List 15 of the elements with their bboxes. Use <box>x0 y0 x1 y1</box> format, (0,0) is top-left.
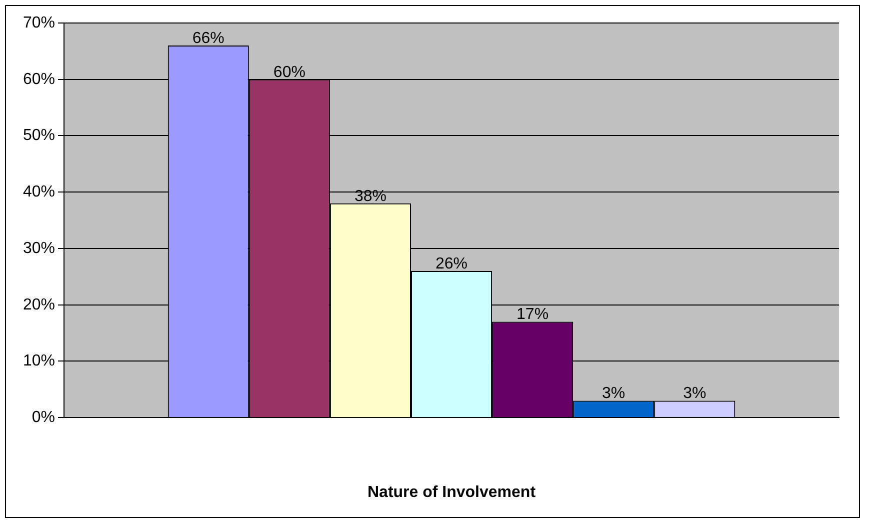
data-label: 66% <box>192 30 224 47</box>
y-tick-label: 10% <box>22 352 56 370</box>
y-tick-label: 70% <box>22 14 56 32</box>
data-label: 3% <box>602 385 626 402</box>
y-tick-label: 0% <box>32 409 56 426</box>
x-axis-title: Nature of Involvement <box>367 484 536 501</box>
data-label: 3% <box>683 385 706 402</box>
data-label: 17% <box>516 306 549 324</box>
y-tick-label: 50% <box>22 127 56 144</box>
y-tick-label: 40% <box>22 184 56 201</box>
data-label: 26% <box>435 255 468 272</box>
y-tick-label: 20% <box>22 296 56 314</box>
data-label: 60% <box>273 64 306 81</box>
y-tick-label: 30% <box>22 240 56 257</box>
y-tick-label: 60% <box>22 70 56 88</box>
